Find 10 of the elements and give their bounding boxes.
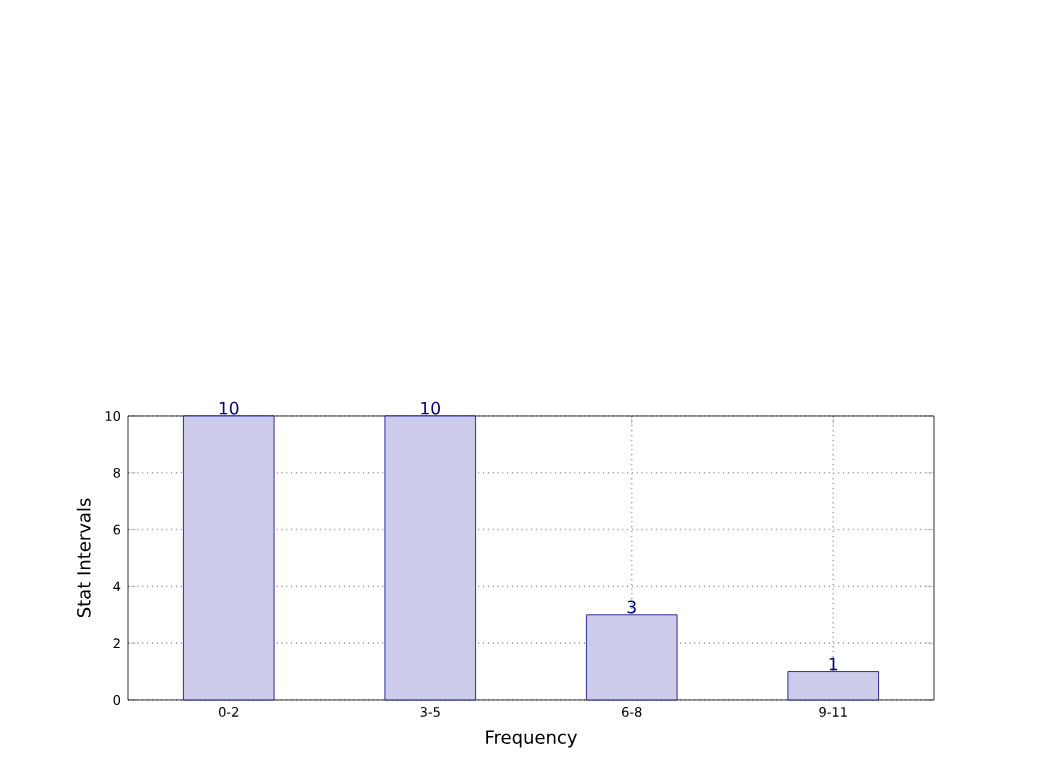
data-label: 10 bbox=[219, 401, 239, 415]
data-label: 10 bbox=[421, 401, 440, 415]
bar bbox=[787, 671, 879, 701]
bar bbox=[586, 614, 678, 701]
data-label: 3 bbox=[627, 600, 636, 614]
y-axis-title: Stat Intervals bbox=[76, 498, 91, 618]
x-axis-title: Frequency bbox=[486, 730, 577, 748]
bar bbox=[384, 415, 476, 701]
data-label: 1 bbox=[829, 657, 838, 671]
bar bbox=[183, 415, 275, 701]
